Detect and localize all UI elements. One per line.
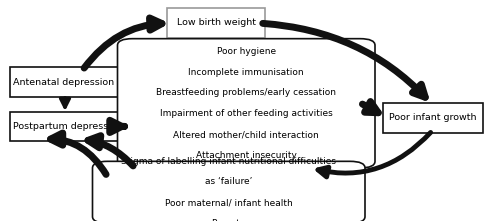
FancyArrowPatch shape (263, 23, 426, 97)
FancyArrowPatch shape (318, 132, 430, 177)
Text: Impairment of other feeding activities: Impairment of other feeding activities (160, 109, 332, 118)
Text: Stigma of labelling infant nutritional difficulties: Stigma of labelling infant nutritional d… (121, 156, 336, 166)
Text: Altered mother/child interaction: Altered mother/child interaction (174, 130, 319, 139)
FancyBboxPatch shape (10, 112, 125, 141)
Text: Poverty: Poverty (212, 219, 246, 221)
Text: Poor hygiene: Poor hygiene (216, 47, 276, 56)
FancyBboxPatch shape (382, 103, 482, 133)
FancyArrowPatch shape (110, 120, 124, 133)
Text: as ‘failure’: as ‘failure’ (205, 177, 252, 186)
FancyBboxPatch shape (92, 161, 365, 221)
FancyBboxPatch shape (118, 39, 375, 168)
FancyArrowPatch shape (84, 18, 162, 68)
Text: Low birth weight: Low birth weight (177, 18, 256, 27)
FancyArrowPatch shape (88, 136, 133, 166)
FancyArrowPatch shape (50, 133, 106, 174)
Text: Poor infant growth: Poor infant growth (389, 113, 476, 122)
FancyArrowPatch shape (362, 101, 378, 113)
FancyBboxPatch shape (10, 67, 118, 97)
FancyBboxPatch shape (168, 8, 265, 38)
Text: Postpartum depression: Postpartum depression (12, 122, 122, 131)
Text: Attachment insecurity: Attachment insecurity (196, 151, 296, 160)
FancyArrowPatch shape (60, 98, 70, 107)
Text: Antenatal depression: Antenatal depression (13, 78, 114, 87)
Text: Breastfeeding problems/early cessation: Breastfeeding problems/early cessation (156, 88, 336, 97)
Text: Poor maternal/ infant health: Poor maternal/ infant health (165, 198, 292, 207)
Text: Incomplete immunisation: Incomplete immunisation (188, 68, 304, 76)
